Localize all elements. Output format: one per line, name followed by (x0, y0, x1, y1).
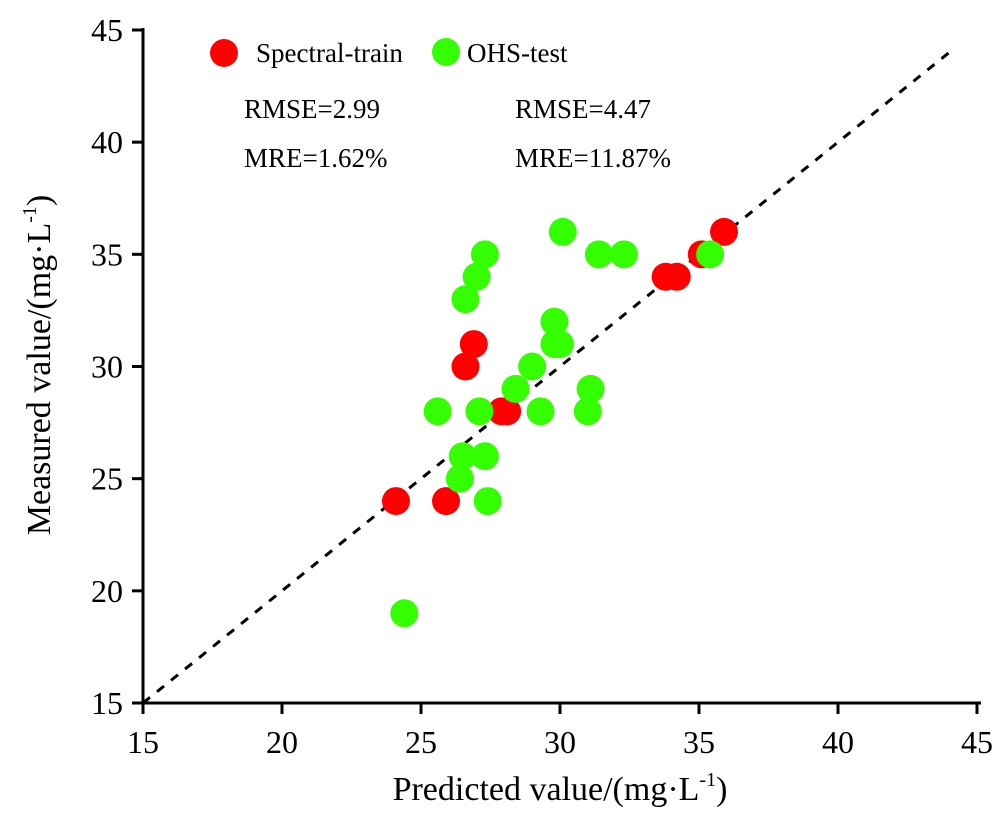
data-point (432, 487, 461, 516)
x-axis-title-main: Predicted value/(mg·L (393, 771, 700, 808)
data-point (423, 397, 452, 426)
ticks: 15 20 25 30 35 40 45 15 20 25 30 35 40 45 (91, 12, 993, 760)
legend-marker-ohs-test (432, 38, 460, 66)
y-axis-title: Measured value/(mg·L-1) (19, 195, 58, 536)
mre-ohs-test: MRE=11.87% (515, 143, 671, 173)
data-point (573, 397, 602, 426)
y-axis-title-superscript: -1 (19, 206, 41, 223)
data-point (445, 464, 474, 493)
y-tick-label: 45 (91, 12, 123, 48)
legend-label-spectral-train: Spectral-train (256, 38, 403, 68)
rmse-ohs-test: RMSE=4.47 (515, 94, 651, 124)
y-tick-label: 30 (91, 349, 123, 385)
x-tick-label: 15 (127, 724, 159, 760)
data-point (493, 397, 522, 426)
data-point (696, 240, 725, 269)
rmse-spectral-train: RMSE=2.99 (244, 94, 380, 124)
x-tick-label: 20 (266, 724, 298, 760)
axes (141, 28, 981, 705)
data-point (451, 285, 480, 314)
data-point (451, 352, 480, 381)
y-tick-label: 35 (91, 236, 123, 272)
y-tick-label: 15 (91, 685, 123, 721)
y-tick-label: 40 (91, 124, 123, 160)
data-point (390, 599, 419, 628)
data-point (576, 374, 605, 403)
data-point (540, 307, 569, 336)
mre-spectral-train: MRE=1.62% (244, 143, 387, 173)
series-spectral-train (381, 217, 739, 516)
data-point (459, 330, 488, 359)
data-points (381, 217, 739, 628)
data-point (462, 262, 491, 291)
data-point (448, 442, 477, 471)
data-point (609, 240, 638, 269)
data-point (584, 240, 613, 269)
x-tick-label: 35 (683, 724, 715, 760)
x-axis-title-superscript: -1 (699, 769, 716, 791)
y-axis-title-end: ) (21, 195, 58, 206)
x-tick-label: 25 (405, 724, 437, 760)
y-axis-title-main: Measured value/(mg·L (21, 223, 58, 536)
x-tick-label: 30 (544, 724, 576, 760)
data-point (473, 487, 502, 516)
data-point (546, 330, 574, 359)
x-tick-label: 45 (961, 724, 993, 760)
data-point (710, 217, 739, 246)
data-point (470, 442, 499, 471)
data-point (662, 262, 691, 291)
x-tick-label: 40 (822, 724, 854, 760)
data-point (465, 397, 494, 426)
y-tick-label: 20 (91, 573, 123, 609)
data-point (470, 240, 499, 269)
series-ohs-test (390, 217, 725, 628)
data-point (548, 217, 577, 246)
legend: Spectral-train OHS-test RMSE=2.99 MRE=1.… (210, 38, 671, 173)
y-tick-label: 25 (91, 461, 123, 497)
data-point (381, 487, 410, 516)
data-point (501, 374, 530, 403)
data-point (518, 352, 547, 381)
data-point (526, 397, 555, 426)
legend-marker-spectral-train (210, 39, 238, 67)
x-axis-title: Predicted value/(mg·L-1) (393, 769, 728, 808)
legend-label-ohs-test: OHS-test (467, 38, 568, 68)
x-axis-title-end: ) (716, 771, 727, 808)
